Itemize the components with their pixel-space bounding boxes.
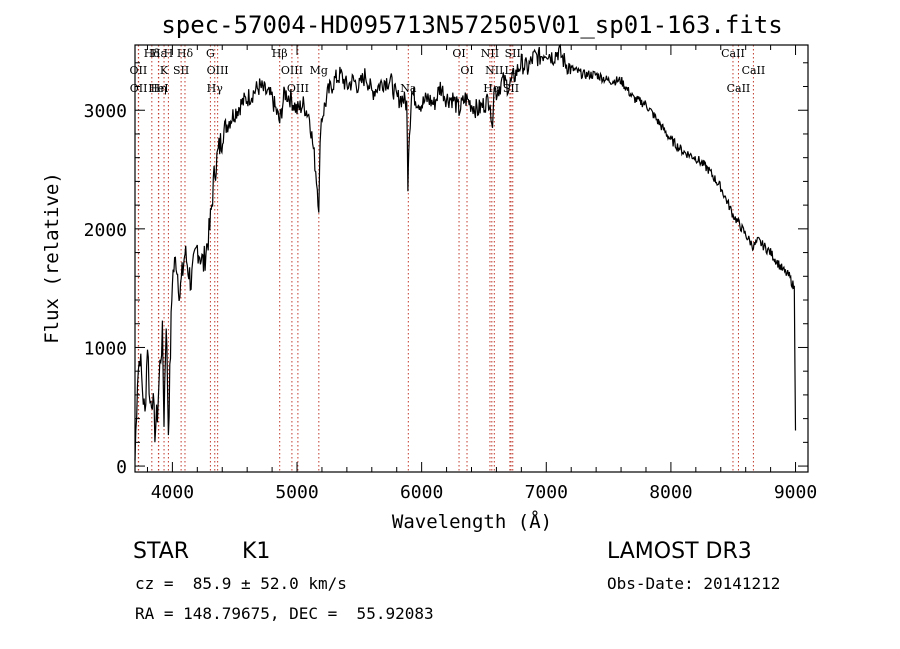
spectral-line-label: Hγ bbox=[207, 82, 224, 95]
y-axis: 0 1000 2000 3000 bbox=[84, 62, 808, 478]
spectral-line-label: G bbox=[206, 47, 215, 60]
spectral-line-label: CaII bbox=[727, 82, 751, 95]
spectral-line-label: Hδ bbox=[144, 47, 161, 60]
spectral-line-label: SII bbox=[503, 82, 519, 95]
spectral-line-label: H bbox=[164, 47, 174, 60]
x-tick-label: 7000 bbox=[525, 482, 568, 503]
x-tick-label: 5000 bbox=[275, 482, 318, 503]
spectral-line-label: NII bbox=[485, 64, 503, 77]
redshift-text: cz = 85.9 ± 52.0 km/s bbox=[135, 574, 347, 593]
spectral-line-label: CaII bbox=[742, 64, 766, 77]
x-tick-label: 6000 bbox=[400, 482, 443, 503]
spectral-lines bbox=[137, 45, 754, 472]
spectral-line-label: Hβ bbox=[272, 47, 288, 60]
y-tick-label: 0 bbox=[116, 457, 127, 478]
spectral-line-label: OII bbox=[130, 64, 148, 77]
spectral-line-label: K bbox=[160, 64, 169, 77]
y-axis-label: Flux (relative) bbox=[41, 172, 63, 344]
x-tick-label: 9000 bbox=[774, 482, 817, 503]
spectral-line-label: OII bbox=[130, 82, 148, 95]
spectral-line-label: SII bbox=[173, 64, 189, 77]
spectral-line-label: OI bbox=[460, 64, 473, 77]
spectral-line-label: Li bbox=[504, 64, 515, 77]
spectral-line-label: Hε bbox=[151, 47, 167, 60]
spectral-line-label: HeI bbox=[148, 82, 168, 95]
spectral-line-label: SII bbox=[505, 47, 521, 60]
spectral-line-label: OIII bbox=[207, 64, 229, 77]
x-tick-label: 4000 bbox=[151, 482, 194, 503]
y-tick-label: 2000 bbox=[84, 220, 127, 241]
object-subclass: K1 bbox=[242, 539, 271, 564]
chart-title: spec-57004-HD095713N572505V01_sp01-163.f… bbox=[161, 11, 782, 39]
spectral-line-label: OI bbox=[452, 47, 465, 60]
spectrum-line bbox=[134, 43, 797, 461]
y-tick-label: 1000 bbox=[84, 338, 127, 359]
object-class: STAR bbox=[133, 539, 190, 564]
x-axis: 4000 5000 6000 7000 8000 9000 bbox=[146, 45, 817, 503]
coordinates: RA = 148.79675, DEC = 55.92083 bbox=[135, 604, 434, 623]
line-labels: HδOIIOIIHεKHeIHSIIHηHδOIIIHγGOIIIOIIIHβM… bbox=[130, 47, 766, 95]
spectral-line-label: OIII bbox=[287, 82, 309, 95]
spectral-line-label: Mg bbox=[310, 64, 328, 77]
x-axis-label: Wavelength (Å) bbox=[392, 510, 552, 533]
obs-date: Obs-Date: 20141212 bbox=[607, 574, 781, 593]
spectral-line-label: Hδ bbox=[177, 47, 194, 60]
spectral-line-label: OIII bbox=[281, 64, 303, 77]
spectral-line-label: CaII bbox=[721, 47, 745, 60]
x-tick-label: 8000 bbox=[649, 482, 692, 503]
spectral-line-label: Hη bbox=[151, 82, 167, 95]
spectral-line-label: NII bbox=[481, 47, 499, 60]
spectral-line-label: Hα bbox=[483, 82, 501, 95]
y-tick-label: 3000 bbox=[84, 101, 127, 122]
survey-name: LAMOST DR3 bbox=[607, 539, 752, 564]
